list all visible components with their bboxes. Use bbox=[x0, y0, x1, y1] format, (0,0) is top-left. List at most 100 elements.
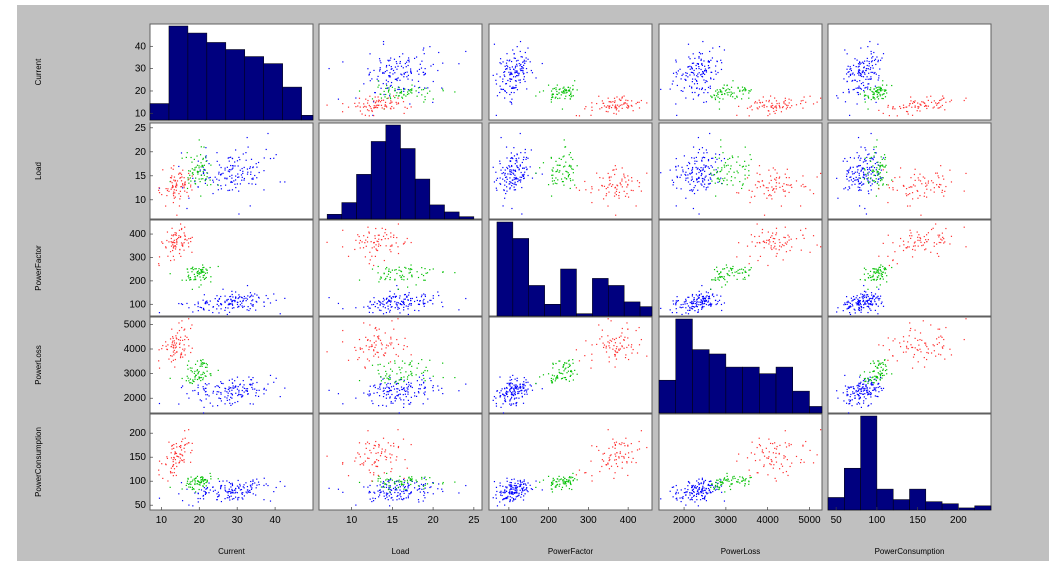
scatter-point bbox=[519, 64, 521, 67]
scatter-point bbox=[511, 403, 513, 405]
scatter-point bbox=[560, 158, 562, 161]
scatter-point bbox=[913, 353, 916, 356]
scatter-point bbox=[429, 90, 431, 92]
scatter-point bbox=[395, 353, 397, 356]
scatter-point bbox=[878, 266, 880, 269]
scatter-point bbox=[857, 93, 860, 96]
scatter-point bbox=[390, 301, 392, 303]
scatter-point bbox=[508, 183, 510, 185]
scatter-point bbox=[704, 69, 706, 72]
scatter-point bbox=[859, 396, 861, 398]
scatter-point bbox=[175, 346, 177, 348]
scatter-point bbox=[926, 358, 928, 361]
scatter-point bbox=[694, 91, 696, 94]
scatter-point bbox=[385, 298, 388, 300]
scatter-point bbox=[861, 184, 863, 186]
scatter-point bbox=[232, 165, 234, 167]
scatter-point bbox=[862, 176, 864, 178]
scatter-point bbox=[176, 338, 178, 340]
scatter-point bbox=[515, 84, 517, 87]
scatter-point bbox=[227, 395, 229, 397]
scatter-point bbox=[882, 265, 884, 268]
scatter-point bbox=[858, 85, 860, 87]
scatter-point bbox=[525, 391, 528, 393]
scatter-point bbox=[254, 293, 256, 295]
scatter-point bbox=[398, 95, 400, 97]
scatter-point bbox=[628, 344, 630, 346]
scatter-point bbox=[190, 184, 192, 186]
scatter-point bbox=[868, 277, 870, 279]
scatter-point bbox=[566, 91, 568, 94]
scatter-point bbox=[385, 311, 388, 314]
scatter-point bbox=[896, 263, 898, 265]
scatter-point bbox=[180, 186, 182, 188]
scatter-point bbox=[551, 96, 554, 98]
scatter-point bbox=[874, 268, 876, 270]
scatter-point bbox=[379, 278, 381, 280]
scatter-point bbox=[378, 300, 380, 302]
scatter-point bbox=[191, 367, 193, 369]
scatter-point bbox=[205, 178, 207, 180]
scatter-point bbox=[882, 93, 884, 95]
scatter-point bbox=[358, 97, 361, 99]
scatter-point bbox=[683, 87, 685, 89]
scatter-point bbox=[236, 183, 238, 185]
scatter-point bbox=[220, 308, 222, 310]
scatter-point bbox=[239, 183, 241, 185]
scatter-point bbox=[700, 174, 702, 177]
scatter-point bbox=[193, 158, 195, 161]
panel-Load-vs-PowerFactor bbox=[488, 122, 653, 220]
scatter-point bbox=[578, 189, 581, 191]
scatter-point bbox=[246, 173, 249, 175]
scatter-point bbox=[691, 166, 694, 169]
scatter-point bbox=[173, 189, 175, 191]
scatter-point bbox=[249, 384, 252, 386]
scatter-point bbox=[374, 102, 377, 104]
scatter-point bbox=[379, 60, 381, 62]
scatter-point bbox=[707, 91, 709, 94]
scatter-point bbox=[846, 308, 848, 310]
scatter-point bbox=[242, 379, 244, 382]
scatter-point bbox=[420, 296, 423, 298]
scatter-point bbox=[188, 307, 190, 309]
scatter-point bbox=[723, 87, 725, 90]
scatter-point bbox=[424, 380, 426, 382]
scatter-point bbox=[940, 354, 942, 356]
scatter-point bbox=[870, 362, 872, 365]
scatter-point bbox=[917, 245, 919, 247]
scatter-point bbox=[500, 406, 502, 408]
scatter-point bbox=[521, 186, 523, 189]
scatter-point bbox=[888, 264, 890, 267]
scatter-point bbox=[205, 276, 207, 279]
scatter-point bbox=[862, 380, 865, 382]
scatter-point bbox=[273, 491, 275, 493]
scatter-point bbox=[701, 305, 703, 307]
scatter-point bbox=[387, 87, 389, 89]
scatter-point bbox=[427, 398, 429, 400]
scatter-point bbox=[846, 301, 848, 304]
scatter-point bbox=[919, 180, 922, 182]
scatter-point bbox=[660, 88, 662, 91]
scatter-point bbox=[397, 95, 400, 97]
scatter-point bbox=[359, 110, 361, 112]
histogram-bar bbox=[496, 221, 514, 317]
scatter-point bbox=[698, 57, 700, 59]
scatter-point bbox=[388, 387, 390, 389]
scatter-point bbox=[714, 156, 717, 159]
scatter-point bbox=[347, 359, 350, 361]
scatter-point bbox=[252, 493, 254, 495]
scatter-point bbox=[701, 172, 703, 175]
scatter-point bbox=[848, 169, 850, 171]
scatter-point bbox=[926, 96, 928, 98]
scatter-point bbox=[610, 101, 612, 103]
scatter-point bbox=[190, 186, 192, 188]
scatter-point bbox=[748, 274, 750, 276]
scatter-point bbox=[702, 156, 705, 158]
scatter-point bbox=[408, 93, 410, 95]
scatter-point bbox=[182, 243, 184, 245]
scatter-point bbox=[621, 186, 623, 188]
scatter-point bbox=[853, 308, 855, 310]
scatter-point bbox=[216, 160, 218, 162]
scatter-point bbox=[172, 359, 174, 361]
scatter-point bbox=[943, 178, 945, 180]
